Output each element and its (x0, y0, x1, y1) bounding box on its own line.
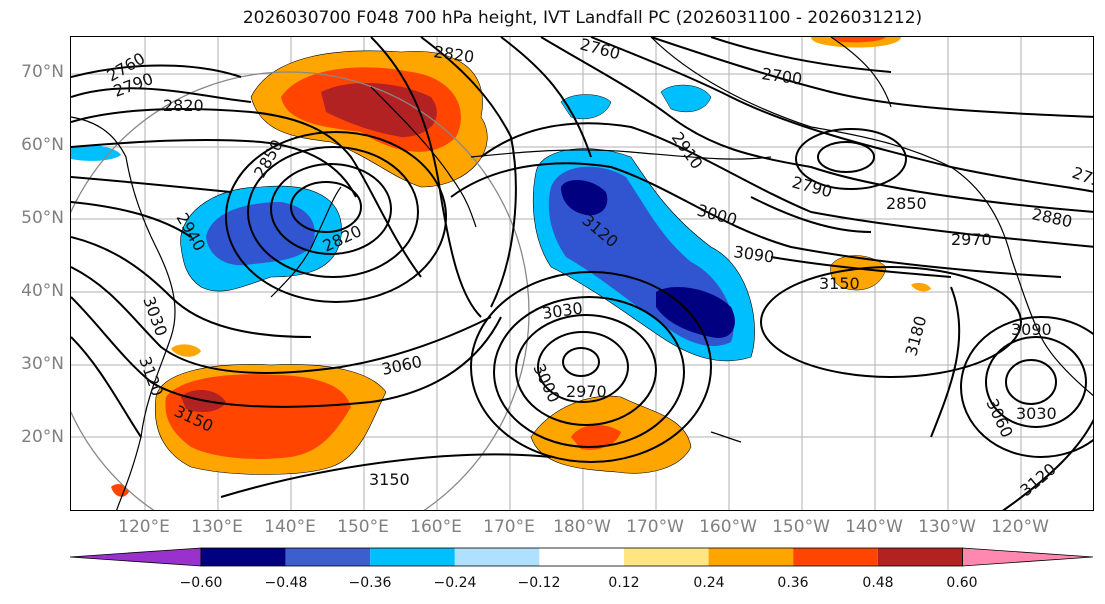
colorbar-segments (69, 547, 1094, 567)
shade-neg-w-inner (206, 202, 315, 266)
colorbar-segment (793, 548, 878, 566)
lat-label: 20°N (21, 427, 64, 447)
contour-label: 2820 (163, 96, 204, 115)
shade-pos-nw-core (321, 82, 437, 137)
lat-label: 60°N (21, 135, 64, 155)
lon-label: 120°W (991, 517, 1049, 537)
alaska-coast (650, 37, 1093, 397)
shade-neg-n2 (660, 84, 712, 113)
lon-label: 130°W (918, 517, 976, 537)
na-coast-north (830, 37, 892, 108)
colorbar-tick: −0.24 (433, 575, 477, 591)
lon-label: 120°E (118, 517, 170, 537)
contour-label: 3090 (732, 242, 775, 266)
ivt-shading (71, 37, 931, 497)
lon-label: 180°W (553, 517, 611, 537)
colorbar-segment (962, 547, 1094, 567)
colorbar-tick: −0.36 (348, 575, 392, 591)
reference-circle (71, 71, 530, 510)
shade-neg-c-core (561, 180, 608, 216)
colorbar-tick: −0.60 (179, 575, 223, 591)
contour-label: 3180 (902, 314, 931, 358)
lat-label: 50°N (21, 208, 64, 228)
contour-label: 3150 (369, 470, 410, 489)
lon-label: 160°W (699, 517, 757, 537)
contour-label: 3120 (1016, 459, 1059, 500)
contour-label: 2790 (790, 173, 834, 202)
lon-label: 170°W (626, 517, 684, 537)
colorbar (69, 547, 1094, 567)
lon-label: 140°E (264, 517, 316, 537)
colorbar-tick: 0.12 (608, 575, 640, 591)
colorbar-segment (877, 548, 963, 566)
height-contours (71, 37, 1093, 510)
contour-label: 2880 (1030, 204, 1074, 231)
shade-pos-top-inner (831, 37, 886, 43)
contour-label: 3150 (819, 274, 860, 293)
colorbar-segment (454, 548, 540, 566)
japan-coast (270, 186, 342, 298)
lat-label: 30°N (21, 354, 64, 374)
shade-pos-sc-inner (571, 425, 621, 450)
colorbar-segment (624, 548, 709, 566)
contour-label: 3090 (1011, 320, 1052, 339)
shade-pos-e (830, 255, 887, 291)
contour-label: 3000 (695, 201, 739, 230)
kamchatka-coast (370, 86, 477, 228)
lon-label: 140°W (845, 517, 903, 537)
lon-label: 130°E (191, 517, 243, 537)
shade-pos-small (171, 344, 201, 357)
colorbar-segment (201, 548, 286, 566)
colorbar-tick: −0.48 (264, 575, 308, 591)
colorbar-tick: 0.60 (946, 575, 978, 591)
contour-label: 2970 (951, 230, 992, 249)
contour-label: 2850 (886, 194, 927, 213)
map-title: 2026030700 F048 700 hPa height, IVT Land… (242, 8, 923, 28)
coastlines (71, 37, 1093, 510)
map-panel: 2760 2790 2820 2820 2850 2940 2820 3030 … (70, 36, 1094, 511)
colorbar-segment (708, 548, 794, 566)
colorbar-segment (370, 548, 455, 566)
colorbar-tick: 0.48 (862, 575, 894, 591)
shade-neg-n1 (560, 94, 612, 120)
colorbar-tick: 0.24 (693, 575, 725, 591)
colorbar-segment (69, 547, 202, 567)
contour-label: 2760 (578, 37, 622, 63)
colorbar-outline (200, 547, 963, 567)
contour-label: 3060 (982, 396, 1016, 441)
contour-label: 3000 (529, 361, 563, 406)
asia-coast (71, 116, 176, 510)
lon-label: 150°W (772, 517, 830, 537)
aleutian-chain (470, 149, 772, 160)
colorbar-tick: 0.36 (777, 575, 809, 591)
contour-label: 3030 (541, 298, 584, 322)
contour-label: 2970 (566, 382, 607, 401)
contour-label: 2700 (760, 64, 803, 88)
contour-label: 3030 (139, 294, 171, 339)
lon-label: 150°E (337, 517, 389, 537)
lat-label: 40°N (21, 281, 64, 301)
lon-label: 170°E (483, 517, 535, 537)
lon-label: 160°E (410, 517, 462, 537)
map-canvas: 2760 2790 2820 2820 2850 2940 2820 3030 … (71, 37, 1093, 510)
contour-label: 3030 (1016, 404, 1057, 423)
colorbar-segment (539, 548, 624, 566)
lat-label: 70°N (21, 62, 64, 82)
colorbar-segment (285, 548, 371, 566)
contour-label: 3060 (380, 352, 424, 379)
shade-pos-e-small (911, 282, 931, 292)
shade-neg-far-w (71, 144, 121, 161)
colorbar-tick: −0.12 (517, 575, 561, 591)
hawaii-islands (710, 431, 742, 443)
